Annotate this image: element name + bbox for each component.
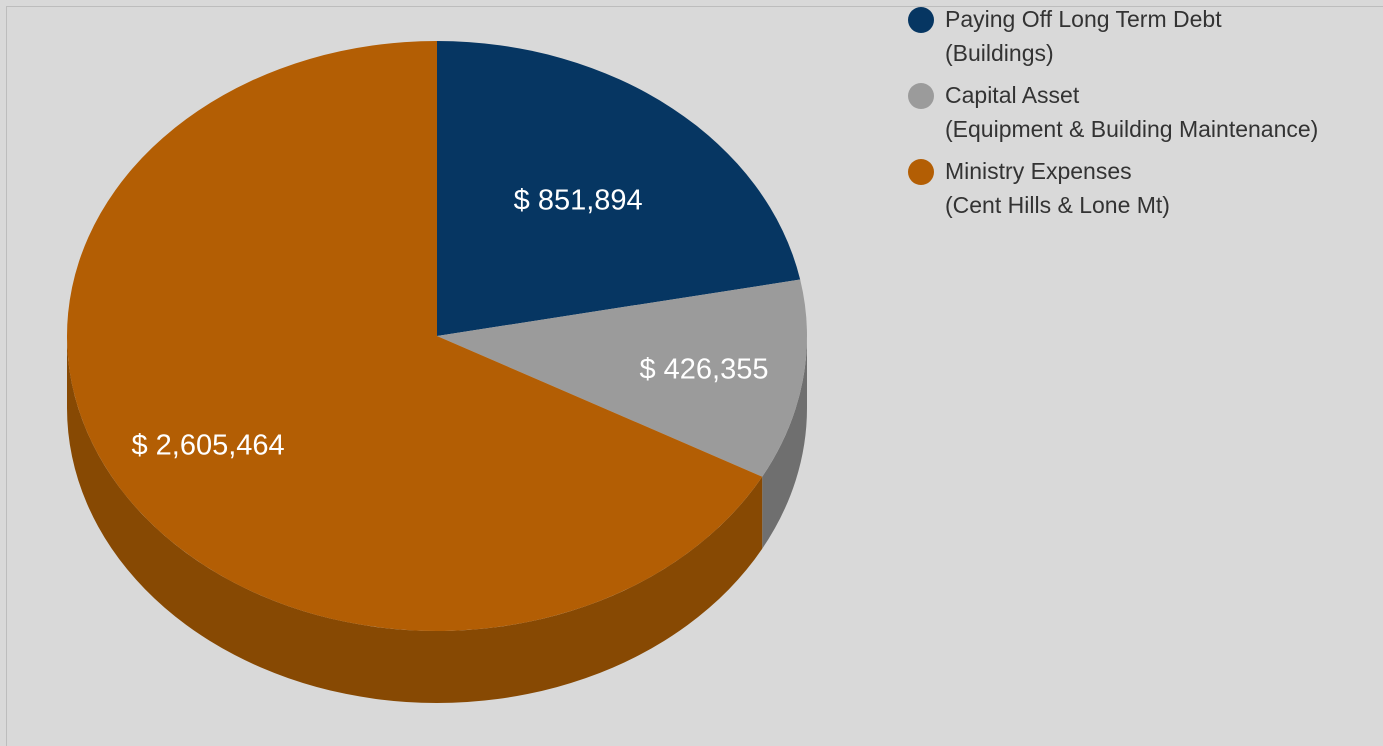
legend-item-ministry-expenses[interactable]: Ministry Expenses (Cent Hills & Lone Mt) — [908, 154, 1318, 222]
slice-capital-asset-side — [762, 336, 807, 549]
legend-sublabel: (Cent Hills & Lone Mt) — [945, 192, 1170, 218]
slice-ministry-expenses[interactable] — [66, 41, 763, 631]
slice-capital-asset[interactable] — [437, 279, 807, 477]
legend-item-capital-asset[interactable]: Capital Asset (Equipment & Building Main… — [908, 78, 1318, 146]
legend-item-long-term-debt[interactable]: Paying Off Long Term Debt (Buildings) — [908, 2, 1318, 70]
slice-ministry-expenses-side — [67, 336, 763, 703]
legend-swatch — [908, 159, 934, 185]
legend: Paying Off Long Term Debt (Buildings) Ca… — [908, 2, 1318, 230]
slice-long-term-debt[interactable] — [437, 41, 801, 336]
legend-swatch — [908, 7, 934, 33]
legend-label: Capital Asset — [945, 82, 1080, 108]
pie-chart: $ 851,894 $ 426,355 $ 2,605,464 — [66, 41, 807, 703]
pie-side-layer — [67, 336, 807, 703]
slice-ministry-expenses-label: $ 2,605,464 — [131, 430, 284, 462]
legend-label: Ministry Expenses — [945, 158, 1132, 184]
slice-long-term-debt-label: $ 851,894 — [514, 184, 643, 216]
slice-capital-asset-label: $ 426,355 — [639, 354, 768, 386]
legend-sublabel: (Buildings) — [945, 40, 1054, 66]
legend-swatch — [908, 83, 934, 109]
legend-sublabel: (Equipment & Building Maintenance) — [945, 116, 1319, 142]
chart-frame — [6, 6, 1383, 746]
pie-label-layer: $ 851,894 $ 426,355 $ 2,605,464 — [131, 184, 768, 461]
legend-label: Paying Off Long Term Debt — [945, 6, 1222, 32]
pie-top-layer — [66, 41, 807, 631]
